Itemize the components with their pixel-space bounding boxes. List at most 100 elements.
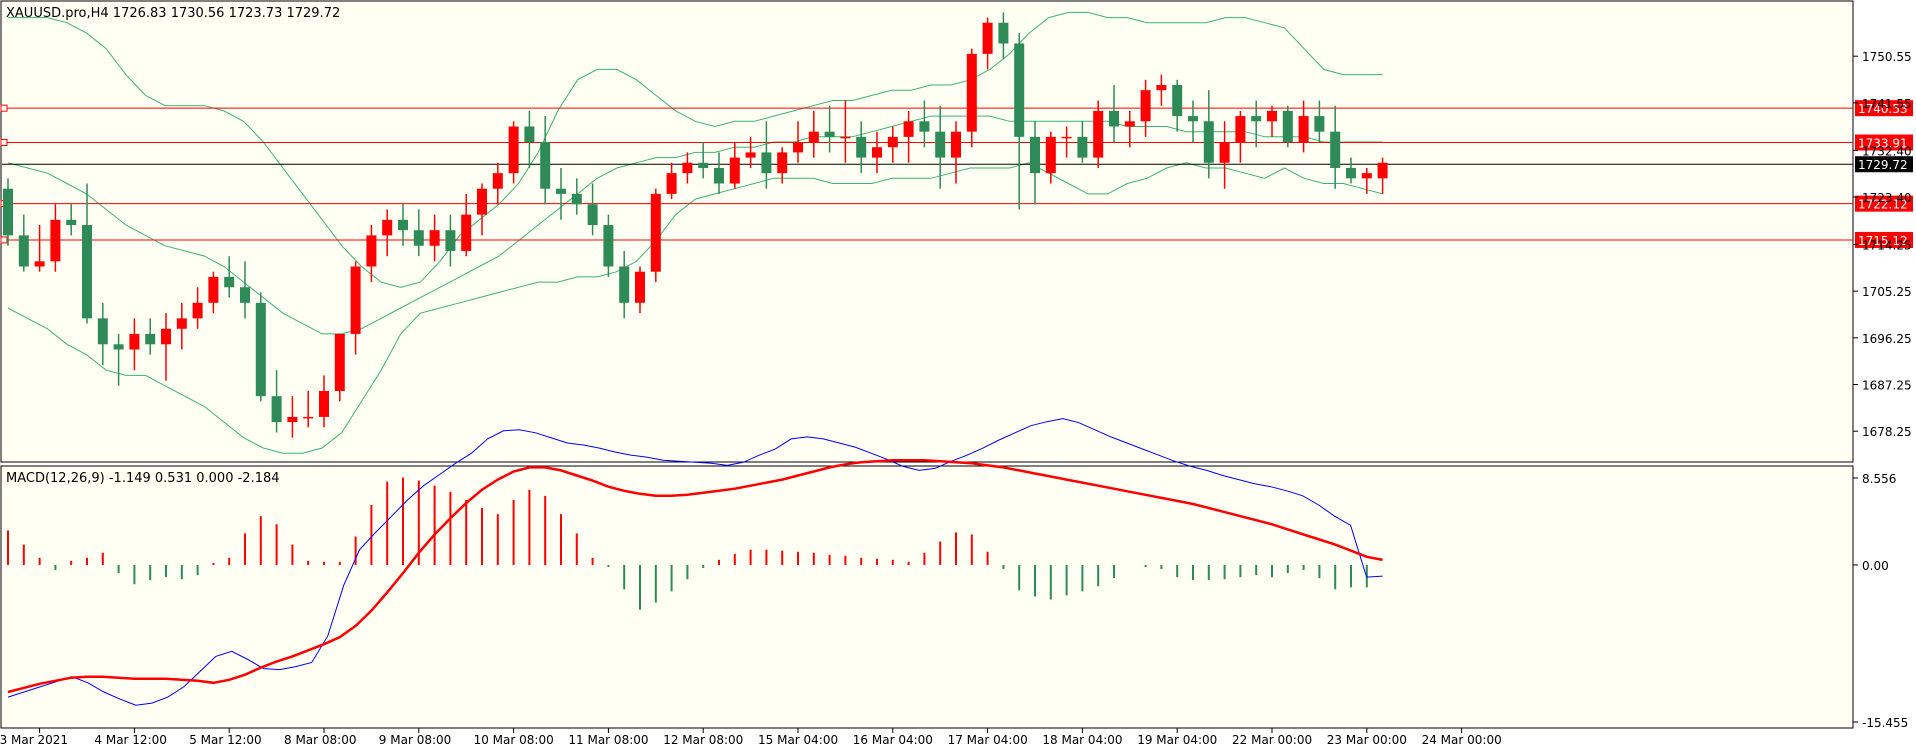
candle-bear <box>1203 121 1214 163</box>
candle-bull <box>161 328 171 345</box>
candle-bull <box>682 162 693 174</box>
candle-bull <box>635 271 645 303</box>
macd-header: MACD(12,26,9) -1.149 0.531 0.000 -2.184 <box>6 471 280 486</box>
candle-bear <box>1330 131 1341 168</box>
candle-bull <box>192 302 203 319</box>
candle-bull <box>872 147 882 158</box>
axis-layer: 1740.53 1733.91 1722.12 1715.12 1729.72 1750.… <box>0 50 1913 747</box>
candle-bull <box>1235 116 1246 143</box>
level-anchor <box>0 104 8 112</box>
time-tick-label: 19 Mar 04:00 <box>1137 733 1217 747</box>
current-price-label: 1729.72 <box>1858 158 1908 172</box>
price-panel[interactable] <box>0 0 1854 463</box>
level-price-label: 1740.53 <box>1858 102 1908 116</box>
candle-bear <box>761 152 772 174</box>
level-price-label: 1722.12 <box>1858 198 1908 212</box>
time-tick-label: 8 Mar 08:00 <box>284 733 357 747</box>
candle-bull <box>777 152 788 174</box>
current-price-tag <box>1855 156 1913 173</box>
candle-bull <box>208 276 219 303</box>
candle-bear <box>1251 116 1262 122</box>
candle-bull <box>287 416 298 423</box>
candle-bull <box>319 390 329 417</box>
price-tick-label: 1705.25 <box>1862 285 1912 299</box>
candle-bull <box>1219 142 1230 163</box>
candle-bull <box>50 219 61 262</box>
candle-bull <box>903 121 914 137</box>
price-layer <box>0 11 1853 454</box>
candle-bear <box>587 204 598 226</box>
level-price-tag <box>1855 195 1913 212</box>
time-tick-label: 16 Mar 04:00 <box>853 733 933 747</box>
candle-bull <box>1093 110 1104 158</box>
candle-bull <box>382 219 393 236</box>
candle-bull <box>34 261 45 267</box>
macd-tick-label: 0.00 <box>1862 559 1889 573</box>
bollinger-upper-line <box>8 11 1383 288</box>
candle-bear <box>145 333 156 345</box>
candle-bear <box>540 142 551 189</box>
time-tick-label: 9 Mar 08:00 <box>379 733 452 747</box>
candle-bull <box>745 152 756 158</box>
macd-panel[interactable] <box>0 465 1854 729</box>
price-tick-label: 1678.25 <box>1862 425 1912 439</box>
price-tick-label: 1741.55 <box>1862 97 1912 111</box>
candle-bull <box>666 173 677 194</box>
time-tick-label: 18 Mar 04:00 <box>1042 733 1122 747</box>
macd-signal-line <box>7 459 1383 694</box>
candle-bear <box>97 318 108 345</box>
candle-bear <box>1188 116 1198 122</box>
candle-bull <box>982 22 993 54</box>
candle-bull <box>840 136 851 139</box>
time-tick-label: 3 Mar 2021 <box>0 733 68 747</box>
candle-bear <box>698 162 709 168</box>
candle-bull <box>350 266 361 334</box>
macd-main-line <box>7 418 1383 706</box>
candle-bear <box>571 193 582 205</box>
candle-bear <box>1282 110 1293 143</box>
candle-bull <box>1361 173 1372 179</box>
level-price-label: 1715.12 <box>1858 234 1908 248</box>
time-tick-label: 11 Mar 08:00 <box>568 733 648 747</box>
candle-bull <box>1156 84 1167 91</box>
candle-bear <box>524 126 535 143</box>
candle-bull <box>966 53 977 132</box>
price-tick-label: 1750.55 <box>1862 50 1912 64</box>
candle-bear <box>271 396 282 423</box>
macd-tick-label: 8.556 <box>1862 472 1896 486</box>
macd-tick-label: -15.455 <box>1862 716 1908 730</box>
candle-bear <box>603 225 614 267</box>
time-tick-label: 24 Mar 00:00 <box>1422 733 1502 747</box>
level-anchor <box>0 236 8 244</box>
candle-bull <box>729 157 740 184</box>
candle-bull <box>508 126 519 174</box>
candle-bear <box>1172 84 1183 117</box>
candle-bear <box>113 344 124 350</box>
candle-bull <box>793 142 803 153</box>
candle-bear <box>619 266 630 303</box>
candle-bull <box>1140 90 1151 122</box>
candle-bear <box>824 131 835 137</box>
candle-bull <box>650 193 661 272</box>
price-tick-label: 1723.40 <box>1862 191 1912 205</box>
candle-bear <box>1077 136 1088 158</box>
time-tick-label: 17 Mar 04:00 <box>948 733 1028 747</box>
candle-bull <box>887 136 898 148</box>
candle-bear <box>240 287 250 303</box>
candle-bear <box>1314 116 1325 132</box>
symbol-header: XAUUSD.pro,H4 1726.83 1730.56 1723.73 17… <box>6 6 340 21</box>
candle-bear <box>1030 136 1040 174</box>
candle-bull <box>492 173 503 189</box>
candle-bear <box>998 22 1009 44</box>
level-price-tag <box>1855 134 1913 151</box>
candle-bear <box>82 225 92 319</box>
candle-bull <box>1298 116 1309 143</box>
time-tick-label: 15 Mar 04:00 <box>758 733 838 747</box>
candle-bull <box>1061 136 1072 139</box>
candle-bear <box>714 167 724 184</box>
candle-bear <box>224 276 235 288</box>
price-tick-label: 1687.25 <box>1862 379 1912 393</box>
candle-bull <box>461 214 472 251</box>
candle-bull <box>129 333 140 350</box>
